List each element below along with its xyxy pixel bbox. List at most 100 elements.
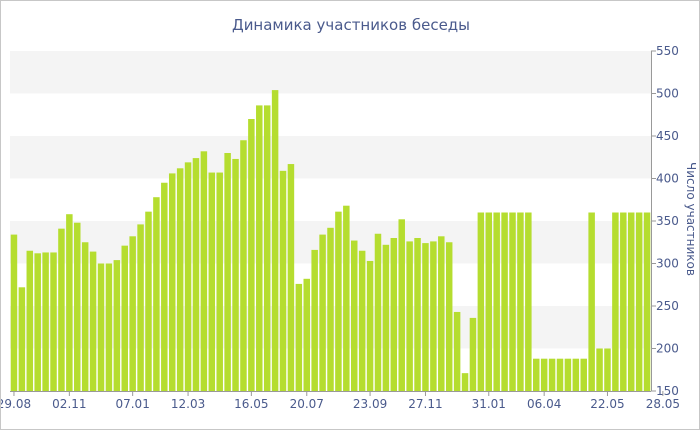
bar [517, 212, 524, 391]
x-tick-label: 12.03 [171, 397, 205, 411]
bar [445, 242, 453, 391]
bar [501, 212, 508, 391]
bar [89, 251, 97, 391]
bar [596, 348, 603, 391]
bar [105, 263, 113, 391]
bar [430, 241, 437, 391]
bar [548, 358, 556, 391]
bar [295, 283, 303, 391]
bar [271, 90, 279, 391]
bar [343, 205, 350, 391]
bar [232, 158, 239, 391]
x-tick-label: 06.04 [527, 397, 561, 411]
bar [556, 358, 564, 391]
bar [398, 219, 405, 391]
y-tick-label: 400 [656, 172, 679, 186]
bar [540, 358, 548, 391]
y-tick-label: 200 [656, 342, 679, 356]
bar [580, 358, 587, 391]
bar [335, 211, 342, 391]
bar [216, 172, 223, 391]
bar [620, 212, 627, 391]
y-axis-title: Число участников [684, 162, 698, 276]
x-tick-label: 28.05 [646, 397, 680, 411]
bar [564, 358, 572, 391]
bar [572, 358, 580, 391]
bar [256, 105, 263, 392]
bar [351, 240, 358, 391]
x-tick-label: 29.08 [1, 397, 31, 411]
bar [509, 212, 516, 391]
bar [588, 212, 595, 391]
y-tick-label: 250 [656, 299, 679, 313]
bar [604, 348, 611, 391]
bar [635, 212, 643, 391]
x-tick-label: 20.07 [290, 397, 324, 411]
bar [287, 164, 295, 391]
bar [477, 212, 485, 391]
bar [66, 214, 73, 391]
y-tick-label: 500 [656, 87, 679, 101]
bar [50, 252, 57, 391]
bar [240, 140, 247, 391]
y-tick-label: 450 [656, 129, 679, 143]
bar [438, 236, 445, 391]
bar [192, 158, 200, 391]
bar [153, 197, 160, 391]
x-tick-label: 02.11 [52, 397, 86, 411]
x-tick-label: 07.01 [115, 397, 149, 411]
bar [358, 250, 366, 391]
bar [129, 236, 136, 391]
bar [422, 243, 429, 391]
bar [279, 170, 287, 391]
bar [390, 238, 398, 391]
bar [319, 234, 326, 391]
bar [382, 244, 390, 391]
bar [303, 278, 310, 391]
bar [224, 153, 231, 391]
y-tick-label: 300 [656, 257, 679, 271]
y-tick-label: 350 [656, 214, 679, 228]
bar [485, 212, 493, 391]
bar [627, 212, 635, 391]
bar-series [10, 90, 651, 392]
x-tick-label: 22.05 [590, 397, 624, 411]
bar [184, 162, 192, 391]
bar [74, 222, 81, 391]
bar [58, 228, 65, 391]
bar [208, 172, 216, 391]
bar [137, 224, 144, 391]
bar [168, 173, 176, 391]
bar [34, 253, 41, 391]
bar [374, 233, 382, 391]
bar [97, 263, 105, 391]
bar [493, 212, 500, 391]
bar [469, 317, 477, 391]
chart-title: Динамика участников беседы [232, 16, 470, 34]
grid-band [10, 136, 651, 179]
x-tick-label: 16.05 [234, 397, 268, 411]
y-axis: 150 200 250 300 350 400 450 500 550 [651, 44, 679, 398]
bar [533, 358, 540, 391]
bar [81, 242, 89, 391]
x-tick-label: 31.01 [472, 397, 506, 411]
bar [145, 211, 152, 391]
bar [311, 249, 318, 391]
bar [10, 234, 18, 391]
bar [327, 227, 334, 391]
bar [42, 252, 49, 391]
x-tick-label: 27.11 [408, 397, 442, 411]
x-tick-label: 23.09 [353, 397, 387, 411]
bar [406, 241, 413, 391]
bar [200, 151, 208, 391]
bar [263, 105, 271, 392]
x-axis: 29.08 02.11 07.01 12.03 16.05 20.07 23.09 27.11… [1, 391, 680, 411]
grid-band [10, 51, 651, 94]
bar [113, 260, 121, 391]
bar [643, 212, 651, 391]
bar [161, 182, 168, 391]
bar [121, 245, 128, 391]
bar [176, 168, 184, 391]
